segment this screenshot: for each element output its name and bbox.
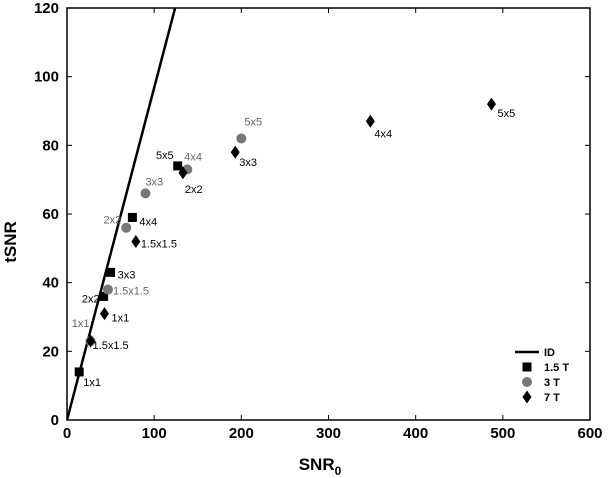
x-tick-label: 600 xyxy=(577,425,602,442)
data-point xyxy=(365,114,375,128)
x-axis-label: SNR0 xyxy=(299,455,342,478)
data-point xyxy=(99,307,109,321)
data-point xyxy=(178,166,188,180)
data-point xyxy=(74,367,84,377)
y-tick-label: 120 xyxy=(34,0,59,17)
series-1-5-t: 1x1 2x2 3x3 4x4 5x5 xyxy=(74,150,183,389)
x-tick-label: 200 xyxy=(229,425,254,442)
data-label: 1.5x1.5 xyxy=(113,286,149,298)
y-axis-label: tSNR xyxy=(1,221,20,263)
data-label: 4x4 xyxy=(139,216,157,228)
y-tick-label: 60 xyxy=(42,206,59,223)
data-label: 4x4 xyxy=(374,128,392,140)
data-point xyxy=(140,188,151,199)
data-point xyxy=(121,222,132,233)
legend-label: 1.5 T xyxy=(544,362,569,374)
data-point xyxy=(236,133,247,144)
x-axis-label-main: SNR xyxy=(299,455,335,474)
data-label: 2x2 xyxy=(185,184,203,196)
x-tick-label: 0 xyxy=(63,425,71,442)
data-label: 1x1 xyxy=(72,318,90,330)
data-point xyxy=(99,291,109,301)
data-label: 2x2 xyxy=(82,293,100,305)
legend-label: ID xyxy=(544,347,555,359)
x-tick-label: 500 xyxy=(490,425,515,442)
data-label: 3x3 xyxy=(239,157,257,169)
identity-line xyxy=(67,8,177,420)
data-label: 1.5x1.5 xyxy=(141,238,177,250)
x-tick-label: 100 xyxy=(142,425,167,442)
data-point xyxy=(106,267,116,277)
y-tick-label: 80 xyxy=(42,137,59,154)
data-label: 5x5 xyxy=(498,108,516,120)
x-tick-label: 300 xyxy=(316,425,341,442)
legend-marker xyxy=(522,390,532,404)
data-point xyxy=(102,284,113,295)
data-point xyxy=(173,161,183,171)
data-label: 1x1 xyxy=(83,377,101,389)
y-tick-label: 0 xyxy=(51,412,59,429)
y-tick-label: 100 xyxy=(34,69,59,86)
data-point xyxy=(131,234,141,248)
legend-marker xyxy=(522,362,532,372)
data-label: 2x2 xyxy=(104,215,122,227)
legend-label: 3 T xyxy=(544,377,560,389)
data-point xyxy=(86,334,96,348)
legend-label: 7 T xyxy=(544,392,560,404)
plot-area: 0 100 200 300 400 500 600 0 20 40 60 80 100 120 xyxy=(34,0,603,442)
series-7-t: 1.5x1.5 1x1 1.5x1.5 2x2 3x3 4x4 5x5 xyxy=(86,97,516,352)
data-point xyxy=(487,97,497,111)
y-tick-label: 40 xyxy=(42,275,59,292)
data-label: 5x5 xyxy=(244,116,262,128)
data-label: 1x1 xyxy=(111,313,129,325)
data-label: 3x3 xyxy=(118,269,136,281)
data-label: 5x5 xyxy=(156,150,174,162)
x-axis-label-subscript: 0 xyxy=(335,464,342,478)
data-label: 1.5x1.5 xyxy=(93,340,129,352)
axes-frame xyxy=(66,7,591,421)
data-label: 4x4 xyxy=(184,151,202,163)
data-point xyxy=(127,212,137,222)
series-3-t: 1x1 1.5x1.5 2x2 3x3 4x4 5x5 xyxy=(72,116,262,347)
data-label: 3x3 xyxy=(145,176,163,188)
data-point xyxy=(230,145,240,159)
y-tick-label: 20 xyxy=(42,343,59,360)
x-tick-label: 400 xyxy=(403,425,428,442)
legend-marker xyxy=(522,377,532,387)
legend: ID 1.5 T 3 T 7 T xyxy=(515,347,569,404)
data-marks: 1x12x23x34x45x51x11.5x1.52x23x34x45x51.5… xyxy=(67,8,515,420)
